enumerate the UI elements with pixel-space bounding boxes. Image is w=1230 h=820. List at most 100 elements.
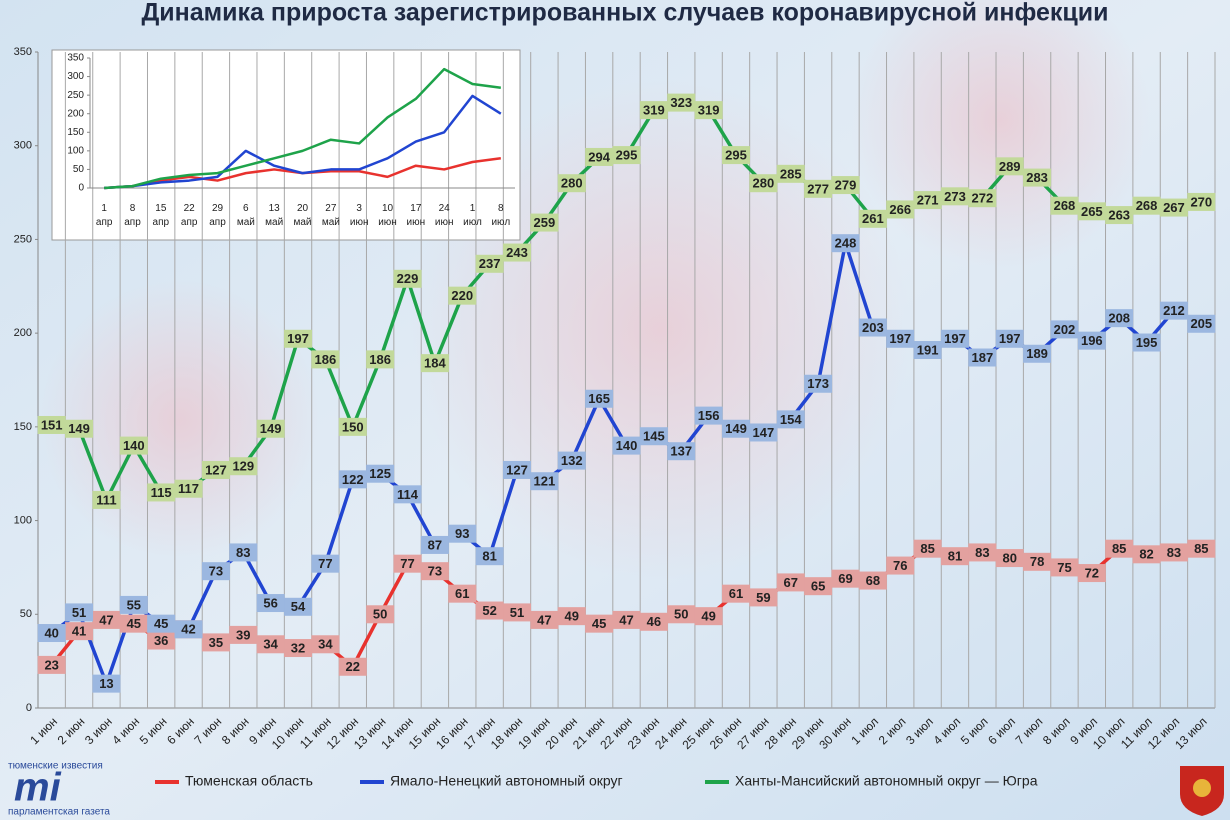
y-tick-label: 200 [14,327,32,339]
data-label: 184 [424,356,446,371]
data-label: 267 [1163,200,1185,215]
inset-frame [51,49,521,241]
data-label: 32 [291,640,305,655]
data-label: 263 [1108,208,1130,223]
x-tick-label: 8 апр [124,203,141,228]
data-label-box [776,164,805,183]
data-label-box [119,595,148,614]
data-label-box [92,610,121,629]
data-label: 283 [1026,170,1048,185]
data-label-box [940,547,969,566]
x-tick-label: 22 апр [181,203,198,228]
x-tick-label: 1 июл [463,203,482,228]
data-label-box [585,147,614,166]
data-label: 229 [397,271,419,286]
data-label: 34 [263,637,278,652]
data-label-box [776,573,805,592]
data-label-box [749,423,778,442]
data-label: 83 [236,545,250,560]
background-art [410,80,910,580]
data-label-box [174,620,203,639]
data-label-box [639,427,668,446]
data-label: 195 [1136,335,1158,350]
data-label: 42 [181,622,195,637]
data-label-box [831,234,860,253]
data-label: 191 [917,342,939,357]
data-label: 51 [510,605,524,620]
data-label-box [475,547,504,566]
data-label-box [858,318,887,337]
data-label: 36 [154,633,168,648]
data-label: 45 [592,616,606,631]
data-label-box [338,417,367,436]
data-label-box [995,157,1024,176]
data-label-box [420,354,449,373]
data-label: 34 [318,637,333,652]
y-tick-label: 50 [73,164,85,175]
chart-title: Динамика прироста зарегистрированных слу… [141,0,1108,27]
y-tick-label: 150 [14,421,32,433]
x-tick-label: 20 май [293,203,311,228]
x-tick-label: 17 июн [407,203,426,228]
logo: тюменские известия mi парламентская газе… [8,761,110,818]
data-label-box [968,189,997,208]
data-label: 186 [369,352,391,367]
series-line [104,67,501,190]
data-label: 13 [99,676,113,691]
data-label: 83 [975,545,989,560]
y-tick-label: 250 [14,233,32,245]
legend-label: Ямало-Ненецкий автономный округ [390,773,623,789]
data-label: 73 [209,564,223,579]
data-label: 295 [725,148,747,163]
data-label-box [1159,543,1188,562]
data-label-box [612,436,641,455]
data-label: 76 [893,558,907,573]
data-label-box [420,535,449,554]
data-label-box [585,614,614,633]
data-label: 72 [1085,565,1099,580]
data-label-box [749,588,778,607]
data-label-box [1159,198,1188,217]
data-label: 266 [889,202,911,217]
data-label: 82 [1139,547,1153,562]
y-tick-label: 350 [14,46,32,58]
data-label-box [338,470,367,489]
data-label-box [1077,202,1106,221]
data-label: 132 [561,453,583,468]
data-label-box [1105,309,1134,328]
logo-text: тюменские известия [8,761,103,772]
data-label: 280 [753,176,775,191]
data-label: 145 [643,429,665,444]
data-label-box [1023,552,1052,571]
data-label: 197 [889,331,911,346]
data-label: 196 [1081,333,1103,348]
data-label-box [65,419,94,438]
x-tick-label: 24 июн [435,203,454,228]
data-label: 67 [783,575,797,590]
data-label: 46 [647,614,661,629]
data-label: 51 [72,605,86,620]
x-tick-label: 29 апр [209,203,226,228]
data-label-box [311,350,340,369]
data-label: 140 [123,438,145,453]
data-label: 243 [506,245,528,260]
data-label-box [831,569,860,588]
data-label: 279 [835,178,857,193]
data-label: 259 [534,215,556,230]
data-label-box [503,603,532,622]
data-label-box [475,601,504,620]
data-label-box [284,329,313,348]
data-label-box [1187,192,1216,211]
data-label: 75 [1057,560,1071,575]
data-label-box [667,442,696,461]
data-label-box [968,543,997,562]
y-tick-label: 300 [67,71,84,82]
data-label-box [92,490,121,509]
x-tick-label: 27 май [322,203,340,228]
data-label-box [1023,168,1052,187]
data-label-box [256,594,285,613]
data-label: 151 [41,417,63,432]
data-label-box [721,419,750,438]
data-label-box [1105,206,1134,225]
data-label-box [1050,320,1079,339]
